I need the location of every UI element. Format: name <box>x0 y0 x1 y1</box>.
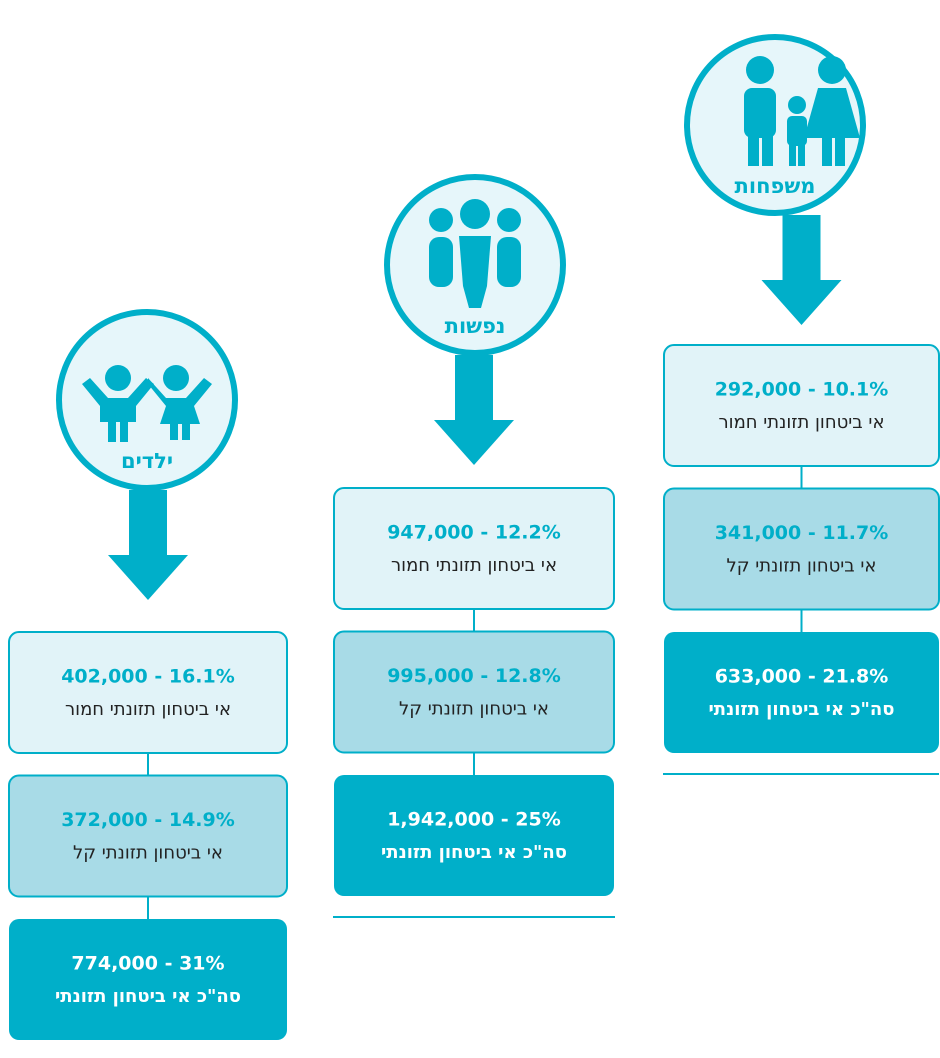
icon-body <box>744 88 776 138</box>
box-bg <box>333 487 615 610</box>
box-stat: 292,000 - 10.1% <box>715 379 889 401</box>
box: 372,000 - 14.9% אי ביטחון תזונתי קל <box>8 774 288 898</box>
icon-head <box>429 208 453 232</box>
box-bg <box>8 631 288 754</box>
icon-leg <box>798 144 805 166</box>
arrow-stem <box>129 490 167 557</box>
box-text: סה"כ אי ביטחון תזונתי <box>381 842 567 863</box>
icon-leg <box>822 135 832 166</box>
icon-leg <box>789 144 796 166</box>
icon-body <box>459 236 491 308</box>
icon-leg <box>762 130 773 166</box>
box: 774,000 - 31% סה"כ אי ביטחון תזונתי <box>9 919 287 1040</box>
column: ילדים 402,000 - 16.1% אי ביטחון תזונתי חמו… <box>8 309 288 1040</box>
arrow-stem <box>455 355 493 422</box>
box: 402,000 - 16.1% אי ביטחון תזונתי חמור <box>8 631 288 754</box>
icon-body <box>82 378 154 442</box>
icon-head <box>105 365 131 391</box>
icon-head <box>818 56 846 84</box>
icon-body <box>804 88 860 138</box>
box-bg <box>8 774 288 898</box>
arrow-head <box>434 420 514 465</box>
box: 292,000 - 10.1% אי ביטחון תזונתי חמור <box>663 344 940 467</box>
arrow-stem <box>782 215 821 282</box>
box: 341,000 - 11.7% אי ביטחון תזונתי קל <box>663 487 940 611</box>
box-bg <box>333 630 615 754</box>
box-bg <box>663 344 940 467</box>
box-bg <box>663 487 940 611</box>
icon-head <box>788 96 806 114</box>
box-stat: 1,942,000 - 25% <box>387 809 561 831</box>
box: 995,000 - 12.8% אי ביטחון תזונתי קל <box>333 630 615 754</box>
icon-head <box>497 208 521 232</box>
box-stat: 947,000 - 12.2% <box>387 522 561 544</box>
icon-body <box>497 237 521 287</box>
column-label: ילדים <box>121 449 173 473</box>
icon-leg <box>748 130 759 166</box>
box-stat: 372,000 - 14.9% <box>61 809 235 831</box>
box-text: אי ביטחון תזונתי חמור <box>391 555 557 576</box>
icon-body <box>787 116 807 146</box>
box-text: אי ביטחון תזונתי חמור <box>65 699 231 720</box>
box-text: אי ביטחון תזונתי קל <box>399 699 549 720</box>
box-text: אי ביטחון תזונתי קל <box>727 556 877 577</box>
column-label: נפשות <box>445 314 506 338</box>
arrow-head <box>761 280 842 325</box>
box: 633,000 - 21.8% סה"כ אי ביטחון תזונתי <box>664 632 939 753</box>
icon-leg <box>835 135 845 166</box>
box-stat: 633,000 - 21.8% <box>715 666 889 688</box>
icon-head <box>163 365 189 391</box>
box-stat: 995,000 - 12.8% <box>387 665 561 687</box>
arrow-head <box>108 555 188 600</box>
box-bg <box>334 775 614 896</box>
box-bg <box>9 919 287 1040</box>
box: 947,000 - 12.2% אי ביטחון תזונתי חמור <box>333 487 615 610</box>
icon-body <box>429 237 453 287</box>
column: נפשות 947,000 - 12.2% אי ביטחון תזונתי חמו… <box>333 174 615 918</box>
icon-circle <box>56 309 238 491</box>
icon-head <box>460 199 490 229</box>
box-text: אי ביטחון תזונתי חמור <box>719 412 885 433</box>
column: משפחות 292,000 - 10.1% אי ביטחון תזונתי חמ… <box>663 34 940 775</box>
box-stat: 774,000 - 31% <box>71 953 224 975</box>
icon-body <box>148 378 212 440</box>
box-stat: 402,000 - 16.1% <box>61 666 235 688</box>
box-text: אי ביטחון תזונתי קל <box>73 843 223 864</box>
box-stat: 341,000 - 11.7% <box>715 522 889 544</box>
box: 1,942,000 - 25% סה"כ אי ביטחון תזונתי <box>334 775 614 896</box>
icon-head <box>746 56 774 84</box>
box-text: סה"כ אי ביטחון תזונתי <box>708 699 894 720</box>
box-text: סה"כ אי ביטחון תזונתי <box>55 986 241 1007</box>
box-bg <box>664 632 939 753</box>
column-label: משפחות <box>735 174 816 198</box>
